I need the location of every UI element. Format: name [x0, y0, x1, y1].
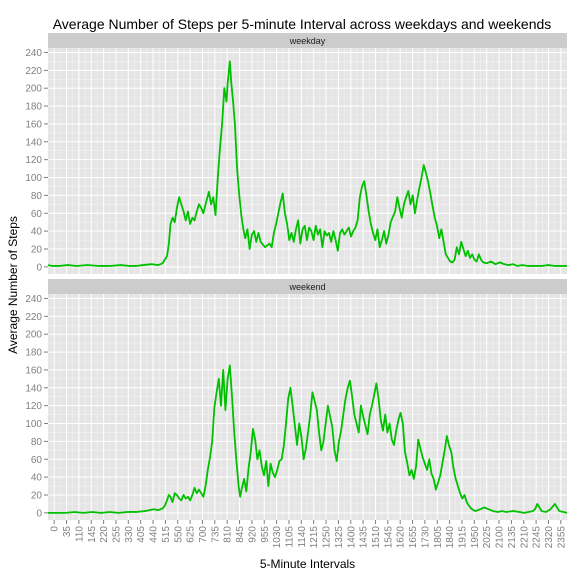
y-tick-label: 200	[25, 330, 42, 341]
y-axis-weekday: 0 20 40 60 80 100 120 140 160 180 200 220 240	[25, 48, 48, 273]
y-tick-label: 20	[31, 244, 43, 255]
x-tick-label: 1435	[359, 526, 370, 549]
x-tick-label: 1510	[371, 526, 382, 549]
panel-weekday: weekday 0 20 40 60 80 100 120 140 160 180 200 220 24…	[25, 33, 567, 274]
x-tick-label: 1140	[297, 526, 308, 548]
y-tick-label: 220	[25, 66, 42, 77]
y-tick-label: 0	[36, 508, 42, 519]
x-tick-label: 700	[198, 526, 209, 543]
x-tick-label: 2355	[556, 526, 567, 549]
x-tick-label: 35	[62, 526, 73, 538]
y-tick-label: 20	[31, 490, 43, 501]
x-tick-label: 1655	[408, 526, 419, 549]
x-tick-label: 405	[136, 526, 147, 543]
x-tick-label: 2135	[507, 526, 518, 549]
y-tick-label: 220	[25, 312, 42, 323]
x-tick-label: 145	[87, 526, 98, 543]
strip-weekend	[48, 279, 567, 294]
y-tick-label: 40	[31, 473, 43, 484]
y-tick-label: 140	[25, 137, 42, 148]
x-tick-label: 955	[260, 526, 271, 543]
strip-label-weekend: weekend	[288, 282, 325, 292]
y-tick-label: 140	[25, 383, 42, 394]
x-tick-label: 735	[210, 526, 221, 543]
x-tick-label: 440	[149, 526, 160, 543]
x-tick-label: 625	[186, 526, 197, 543]
x-tick-label: 845	[235, 526, 246, 543]
x-tick-label: 1950	[470, 526, 481, 549]
series-line-weekday	[47, 60, 567, 267]
y-tick-label: 200	[25, 84, 42, 95]
panel-weekend: weekend 0 20 40 60 80 100 120 140 160 180 200 220 24…	[25, 279, 568, 520]
x-tick-label: 2100	[495, 526, 506, 549]
y-tick-label: 80	[31, 437, 43, 448]
x-tick-label: 810	[223, 526, 234, 543]
y-tick-label: 240	[25, 48, 42, 59]
x-axis-title: 5-Minute Intervals	[260, 557, 355, 571]
strip-weekday	[48, 33, 567, 48]
x-tick-label: 1400	[346, 526, 357, 549]
x-tick-label: 1840	[445, 526, 456, 549]
x-tick-label: 1620	[396, 526, 407, 549]
x-tick-label: 255	[111, 526, 122, 543]
x-tick-label: 2245	[532, 526, 543, 549]
x-tick-label: 1250	[322, 526, 333, 549]
y-tick-label: 180	[25, 102, 42, 113]
y-tick-label: 100	[25, 419, 42, 430]
x-tick-label: 1730	[420, 526, 431, 549]
y-tick-label: 80	[31, 191, 43, 202]
y-tick-label: 60	[31, 455, 43, 466]
y-axis-title: Average Number of Steps	[6, 216, 20, 354]
x-tick-label: 2210	[519, 526, 530, 549]
grid-weekend	[48, 294, 567, 520]
x-tick-label: 515	[161, 526, 172, 543]
y-axis-weekend: 0 20 40 60 80 100 120 140 160 180 200 220 240	[25, 294, 48, 519]
y-tick-label: 120	[25, 401, 42, 412]
x-tick-label: 1215	[309, 526, 320, 549]
x-tick-label: 920	[247, 526, 258, 543]
series-line-weekend	[48, 364, 568, 514]
x-tick-label: 1805	[433, 526, 444, 549]
y-tick-label: 160	[25, 365, 42, 376]
x-tick-label: 330	[124, 526, 135, 543]
x-tick-label: 2320	[544, 526, 555, 549]
x-tick-label: 550	[173, 526, 184, 543]
x-tick-label: 2025	[482, 526, 493, 549]
y-tick-label: 60	[31, 209, 43, 220]
y-tick-label: 240	[25, 294, 42, 305]
y-tick-label: 100	[25, 173, 42, 184]
x-axis: 0 35 110 145 220 255 330 405 440 515 550 625 700 735 8…	[50, 520, 567, 549]
x-tick-label: 110	[74, 526, 85, 542]
x-tick-label: 1325	[334, 526, 345, 549]
x-tick-label: 1545	[383, 526, 394, 549]
x-tick-label: 220	[99, 526, 110, 543]
x-tick-label: 1915	[457, 526, 468, 549]
y-tick-label: 0	[36, 262, 42, 273]
y-tick-label: 40	[31, 227, 43, 238]
x-tick-label: 1030	[272, 526, 283, 549]
y-tick-label: 120	[25, 155, 42, 166]
y-tick-label: 160	[25, 119, 42, 130]
y-tick-label: 180	[25, 348, 42, 359]
x-tick-label: 0	[50, 526, 61, 532]
strip-label-weekday: weekday	[289, 36, 326, 46]
chart-title: Average Number of Steps per 5-minute Int…	[53, 16, 552, 32]
x-tick-label: 1105	[284, 526, 295, 548]
